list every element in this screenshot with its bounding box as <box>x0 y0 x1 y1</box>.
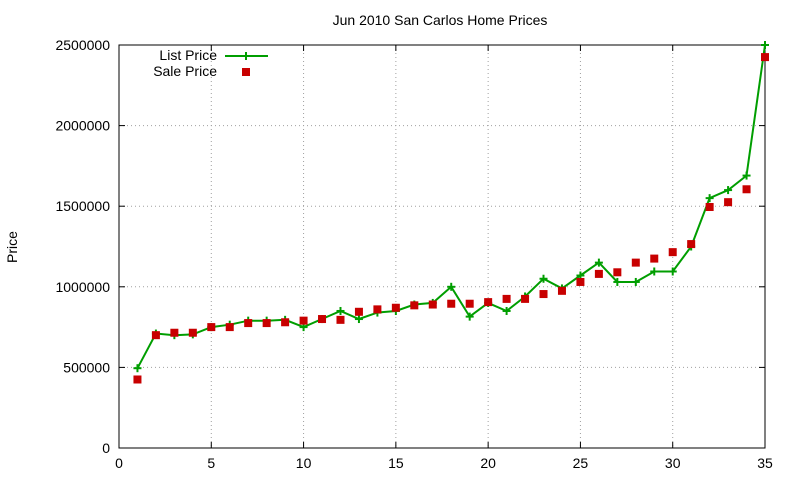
sale-price-point <box>484 298 493 307</box>
sale-price-point <box>539 290 548 299</box>
list-price-point <box>705 194 714 203</box>
legend-marker-sale-price <box>242 68 250 76</box>
list-price-point <box>761 41 769 49</box>
legend-label-list-price: List Price <box>159 47 217 63</box>
sale-price-point <box>354 307 363 316</box>
sale-price-point <box>594 269 603 278</box>
sale-price-point <box>151 331 160 340</box>
sale-price-point <box>170 328 179 337</box>
sale-price-point <box>207 323 216 332</box>
list-price-point <box>668 267 677 276</box>
plot-frame <box>118 44 766 449</box>
sale-price-point <box>281 318 290 327</box>
sale-price-point <box>650 254 659 263</box>
list-price-point <box>650 267 659 276</box>
axis-ticks: 0 5 10 15 20 25 30 35 0 500000 1000000 1500000 20000… <box>55 37 773 471</box>
sale-price-point <box>373 305 382 314</box>
legend-marker-list-price <box>242 52 250 60</box>
sale-price-point <box>262 319 271 328</box>
list-price-point <box>594 258 603 267</box>
y-axis-label: Price <box>4 231 20 263</box>
sale-price-point <box>576 277 585 286</box>
y-tick-label: 0 <box>102 440 110 456</box>
legend-plus-marker <box>242 52 250 60</box>
list-price-point <box>613 277 622 286</box>
sale-price-point <box>668 248 677 257</box>
sale-price-point <box>687 240 696 249</box>
sale-price-point <box>502 294 511 303</box>
sale-price-point <box>410 301 419 310</box>
list-price-point <box>539 274 548 283</box>
sale-price-point <box>391 303 400 312</box>
y-tick-label: 2500000 <box>55 37 110 53</box>
sale-price-point <box>705 203 714 212</box>
list-price-point <box>133 364 142 373</box>
grid <box>119 45 765 448</box>
sale-price-point <box>447 299 456 308</box>
x-tick-label: 25 <box>573 455 589 471</box>
sale-price-point <box>465 299 474 308</box>
sale-price-point <box>613 268 622 277</box>
sale-price-point <box>336 315 345 324</box>
chart-title: Jun 2010 San Carlos Home Prices <box>333 12 548 28</box>
sale-price-point <box>761 53 769 62</box>
sale-price-point <box>188 328 197 337</box>
x-tick-label: 0 <box>115 455 123 471</box>
x-tick-label: 10 <box>296 455 312 471</box>
legend-label-sale-price: Sale Price <box>153 63 217 79</box>
sale-price-point <box>742 185 751 194</box>
sale-price-point <box>557 286 566 295</box>
x-tick-label: 35 <box>757 455 773 471</box>
sale-price-point <box>225 323 234 332</box>
y-tick-label: 500000 <box>63 359 110 375</box>
sale-price-point <box>521 294 530 303</box>
list-price-point <box>724 186 733 195</box>
x-tick-label: 30 <box>665 455 681 471</box>
x-tick-label: 5 <box>207 455 215 471</box>
list-price-point <box>354 315 363 324</box>
sale-price-point <box>631 258 640 267</box>
x-tick-label: 15 <box>388 455 404 471</box>
sale-price-point <box>299 316 308 325</box>
list-price-point <box>742 171 751 180</box>
sale-price-point <box>244 319 253 328</box>
list-price-point <box>465 312 474 321</box>
sale-price-point <box>428 300 437 309</box>
y-tick-label: 1000000 <box>55 279 110 295</box>
x-tick-label: 20 <box>480 455 496 471</box>
list-price-point <box>447 282 456 291</box>
series <box>133 41 769 384</box>
legend: List Price Sale Price <box>153 47 268 79</box>
y-tick-label: 1500000 <box>55 198 110 214</box>
sale-price-point <box>318 315 327 324</box>
list-price-point <box>502 306 511 315</box>
y-tick-label: 2000000 <box>55 118 110 134</box>
sale-price-point <box>724 198 733 207</box>
list-price-point <box>631 277 640 286</box>
list-price-point <box>336 306 345 315</box>
sale-price-point <box>133 375 142 384</box>
